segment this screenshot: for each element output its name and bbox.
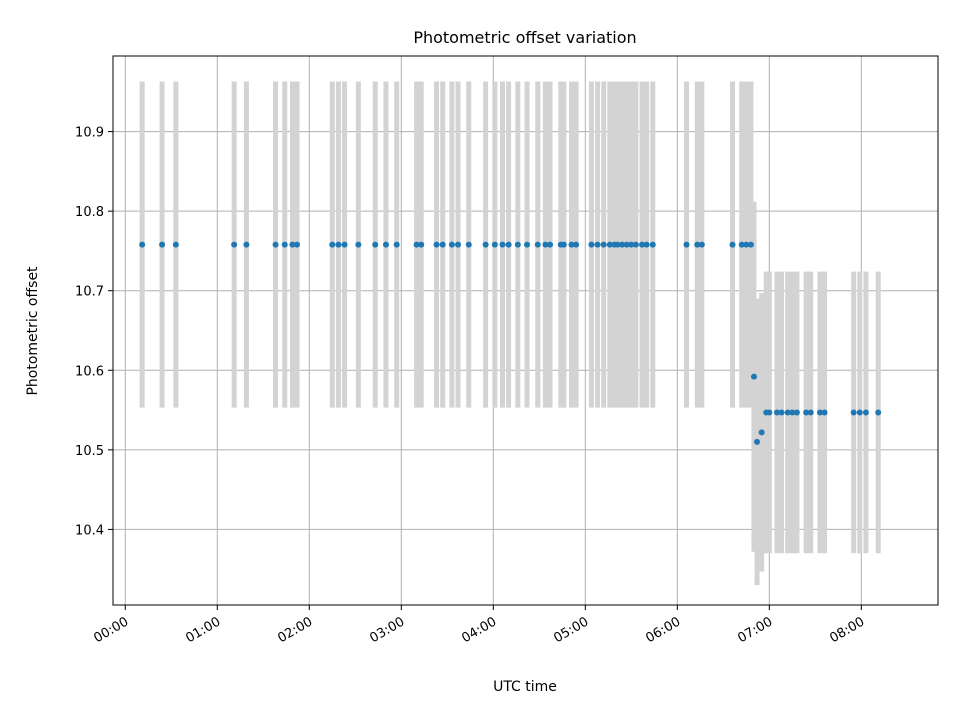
data-point [803,409,810,416]
data-point [272,241,279,248]
y-tick-label: 10.8 [75,205,104,220]
data-point [172,241,179,248]
data-point [606,241,613,248]
data-point [372,241,379,248]
data-point [491,241,498,248]
data-point [766,409,773,416]
data-point [649,241,656,248]
y-axis-label: Photometric offset [25,266,41,396]
data-point [382,241,389,248]
data-point [393,241,400,248]
x-tick-label: 06:00 [643,614,683,646]
data-point [499,241,506,248]
data-point [773,409,780,416]
data-point [623,241,630,248]
data-point [816,409,823,416]
x-tick-label: 05:00 [551,614,591,646]
data-point [738,241,745,248]
data-point [418,241,425,248]
data-point [289,241,296,248]
y-tick-label: 10.6 [75,364,104,379]
data-point [281,241,288,248]
data-point [619,241,626,248]
plot-area-frame [112,55,939,606]
data-point [355,241,362,248]
x-tick-label: 00:00 [91,614,131,646]
data-point [694,241,701,248]
error-bars [139,81,881,586]
data-point [534,241,541,248]
data-point [542,241,549,248]
data-point [573,241,580,248]
data-point [875,409,882,416]
data-point [758,429,765,436]
data-point [231,241,238,248]
data-point [547,241,554,248]
data-point [628,241,635,248]
y-tick-label: 10.9 [75,126,104,141]
data-point [614,241,621,248]
data-point [698,241,705,248]
data-point [505,241,512,248]
y-tick-label: 10.7 [75,285,104,300]
data-point [784,409,791,416]
data-point [329,241,336,248]
data-point [335,241,342,248]
data-point [600,241,607,248]
data-point [729,241,736,248]
data-point [413,241,420,248]
data-point [789,409,796,416]
data-point [747,241,754,248]
x-tick-label: 07:00 [735,614,775,646]
y-tick-label: 10.4 [75,523,104,538]
data-point [482,241,489,248]
data-point [139,241,146,248]
x-tick-label: 04:00 [459,614,499,646]
data-point [643,241,650,248]
x-axis-label: UTC time [493,679,557,695]
data-point [632,241,639,248]
x-axis-ticks: 00:00 01:00 02:00 03:00 04:00 05:00 06:00 07:00… [91,605,867,646]
data-point [159,241,166,248]
data-point [560,241,567,248]
data-point [465,241,472,248]
data-point [862,409,869,416]
data-point [778,409,785,416]
data-point [341,241,348,248]
data-point [850,409,857,416]
data-point [433,241,440,248]
data-point [594,241,601,248]
data-point [448,241,455,248]
chart-title: Photometric offset variation [413,28,636,47]
y-axis-ticks: 10.4 10.5 10.6 10.7 10.8 10.9 [75,126,113,538]
x-tick-label: 03:00 [367,614,407,646]
data-point [856,409,863,416]
data-point [524,241,531,248]
y-tick-label: 10.5 [75,444,104,459]
x-tick-label: 08:00 [827,614,867,646]
data-point [639,241,646,248]
data-point [793,409,800,416]
data-point [243,241,250,248]
data-point [821,409,828,416]
data-point [683,241,690,248]
data-point [750,373,757,380]
data-point [514,241,521,248]
data-points [139,241,882,445]
data-point [294,241,301,248]
x-tick-label: 01:00 [183,614,223,646]
data-point [807,409,814,416]
data-point [439,241,446,248]
data-point [568,241,575,248]
data-point [455,241,462,248]
data-point [588,241,595,248]
data-point [743,241,750,248]
data-point [754,438,761,445]
x-tick-label: 02:00 [275,614,315,646]
